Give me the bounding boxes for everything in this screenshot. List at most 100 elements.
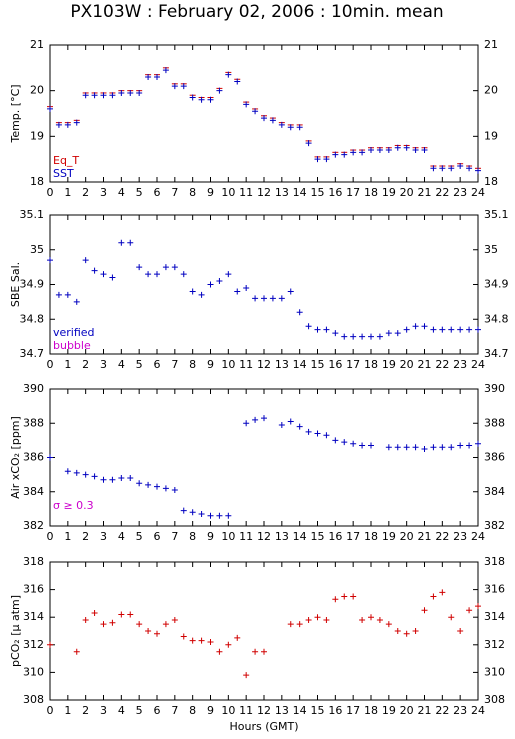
y-axis-label: SBE Sal. <box>9 262 22 307</box>
data-point <box>136 621 143 628</box>
x-tick-label: 22 <box>435 704 449 717</box>
data-point <box>278 421 285 428</box>
data-point <box>341 439 348 446</box>
x-tick-label: 7 <box>171 358 178 371</box>
x-tick-label: 4 <box>118 530 125 543</box>
data-point <box>278 295 285 302</box>
data-point <box>332 596 339 603</box>
data-point <box>350 440 357 447</box>
data-point <box>261 415 267 422</box>
data-point <box>91 610 98 617</box>
data-point <box>243 420 250 427</box>
x-tick-label: 6 <box>154 186 161 199</box>
data-point <box>457 628 464 634</box>
data-point <box>296 423 303 430</box>
data-point <box>296 124 303 131</box>
x-tick-label: 24 <box>471 530 485 543</box>
data-point <box>64 291 71 298</box>
x-tick-label: 11 <box>239 704 253 717</box>
data-point <box>154 73 160 80</box>
x-tick-label: 13 <box>275 704 289 717</box>
x-tick-label: 0 <box>47 530 54 543</box>
data-point <box>350 149 357 156</box>
y-axis-label: Air xCO₂ [ppm] <box>9 416 22 499</box>
data-point <box>91 92 98 99</box>
y-tick-label: 34.8 <box>20 312 45 325</box>
data-point <box>412 147 419 154</box>
plot-frame <box>49 214 479 355</box>
data-point <box>136 264 143 271</box>
data-point <box>430 165 437 172</box>
data-point <box>207 281 214 288</box>
data-point <box>448 444 455 451</box>
data-point <box>145 73 152 80</box>
data-point <box>314 430 321 437</box>
data-point <box>466 165 473 172</box>
x-tick-label: 2 <box>82 704 89 717</box>
y-axis-label: Temp. [°C] <box>9 84 22 143</box>
data-point <box>439 589 446 596</box>
y-tick-label: 34.7 <box>20 347 45 360</box>
data-point <box>323 326 330 333</box>
data-point <box>180 83 187 90</box>
data-point <box>162 264 169 271</box>
x-tick-label: 0 <box>47 704 54 717</box>
x-tick-label: 7 <box>171 186 178 199</box>
x-tick-label: 4 <box>118 358 125 371</box>
data-point <box>55 291 62 298</box>
x-tick-label: 3 <box>100 186 107 199</box>
data-point <box>323 616 330 623</box>
data-point <box>189 94 196 101</box>
x-tick-label: 9 <box>207 358 214 371</box>
x-tick-label: 10 <box>221 358 235 371</box>
data-point <box>180 271 187 278</box>
x-tick-label: 23 <box>453 358 467 371</box>
data-point <box>412 444 419 451</box>
data-point <box>216 87 223 94</box>
data-point <box>466 326 473 333</box>
data-point <box>368 614 374 621</box>
data-point <box>198 291 205 298</box>
x-tick-label: 23 <box>453 186 467 199</box>
data-point <box>82 92 89 99</box>
plot-frame <box>49 388 479 527</box>
data-point <box>171 487 178 494</box>
data-point <box>430 593 437 600</box>
data-point <box>314 614 321 621</box>
data-point <box>207 639 214 646</box>
data-point <box>341 333 348 340</box>
x-tick-label: 1 <box>64 186 71 199</box>
data-point <box>225 512 232 519</box>
data-point <box>171 83 178 90</box>
x-tick-label: 14 <box>293 530 307 543</box>
y-tick-label: 20 <box>484 84 498 97</box>
data-point <box>47 454 53 461</box>
data-point <box>439 444 446 451</box>
data-point <box>421 147 428 154</box>
x-tick-label: 0 <box>47 186 54 199</box>
data-point <box>154 483 160 490</box>
y-axis-label: pCO₂ [μ atm] <box>9 595 22 667</box>
y-tick-label: 308 <box>484 693 505 706</box>
x-axis-label: Hours (GMT) <box>229 720 298 733</box>
data-point <box>189 288 196 295</box>
data-point <box>180 507 187 514</box>
data-point <box>412 323 419 330</box>
data-point <box>368 442 374 449</box>
data-point <box>109 274 116 281</box>
data-point <box>403 444 410 451</box>
data-point <box>252 416 259 423</box>
x-tick-label: 9 <box>207 186 214 199</box>
y-tick-label: 382 <box>23 519 44 532</box>
y-tick-label: 386 <box>484 451 505 464</box>
data-point <box>457 442 464 449</box>
y-tick-label: 384 <box>484 485 505 498</box>
annotation: σ ≥ 0.3 <box>53 499 94 512</box>
data-point <box>412 628 419 634</box>
y-tick-label: 34.8 <box>484 312 509 325</box>
x-tick-label: 3 <box>100 530 107 543</box>
data-point <box>207 512 214 519</box>
y-tick-label: 19 <box>30 129 44 142</box>
x-tick-label: 5 <box>136 186 143 199</box>
data-point <box>234 78 241 85</box>
